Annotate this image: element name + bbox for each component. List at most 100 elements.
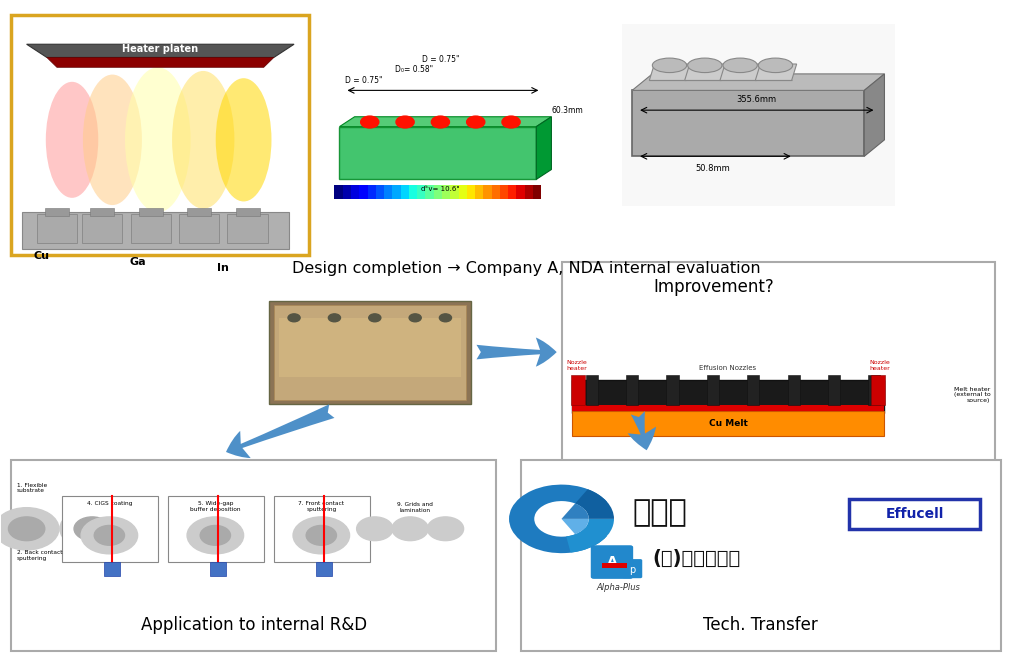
- Text: Improvement?: Improvement?: [652, 278, 773, 297]
- FancyBboxPatch shape: [11, 459, 495, 651]
- FancyBboxPatch shape: [187, 208, 211, 216]
- Text: Melt heater
(external to
source): Melt heater (external to source): [952, 387, 990, 403]
- Wedge shape: [574, 489, 614, 519]
- FancyBboxPatch shape: [269, 301, 470, 404]
- Text: p: p: [629, 565, 635, 575]
- Circle shape: [94, 526, 124, 545]
- Text: dᵏv= 10.6": dᵏv= 10.6": [421, 186, 459, 192]
- FancyBboxPatch shape: [367, 185, 375, 199]
- FancyBboxPatch shape: [571, 411, 884, 436]
- Circle shape: [288, 314, 300, 322]
- Ellipse shape: [125, 68, 190, 213]
- Circle shape: [408, 314, 421, 322]
- Text: D = 0.75": D = 0.75": [422, 55, 459, 64]
- Text: 50.8mm: 50.8mm: [695, 164, 730, 173]
- Text: Cu Melt: Cu Melt: [708, 420, 747, 428]
- FancyBboxPatch shape: [359, 185, 367, 199]
- Text: Ga: Ga: [129, 257, 146, 267]
- Polygon shape: [47, 58, 274, 68]
- Text: Application to internal R&D: Application to internal R&D: [141, 616, 366, 634]
- FancyBboxPatch shape: [632, 91, 863, 156]
- Ellipse shape: [652, 58, 686, 73]
- Ellipse shape: [215, 78, 271, 201]
- FancyBboxPatch shape: [533, 185, 541, 199]
- Circle shape: [466, 116, 484, 128]
- FancyBboxPatch shape: [210, 562, 226, 576]
- FancyBboxPatch shape: [848, 499, 980, 529]
- Text: Nozzle
heater: Nozzle heater: [868, 359, 889, 371]
- Polygon shape: [26, 44, 294, 58]
- FancyBboxPatch shape: [279, 318, 460, 377]
- Ellipse shape: [722, 58, 756, 73]
- Circle shape: [360, 116, 378, 128]
- FancyBboxPatch shape: [339, 126, 536, 179]
- Text: 2. Back contact
sputtering: 2. Back contact sputtering: [16, 550, 62, 561]
- FancyBboxPatch shape: [44, 208, 69, 216]
- FancyBboxPatch shape: [521, 459, 1000, 651]
- Text: Nozzle
heater: Nozzle heater: [566, 359, 586, 371]
- FancyBboxPatch shape: [706, 375, 718, 405]
- FancyBboxPatch shape: [274, 496, 369, 562]
- Circle shape: [293, 517, 349, 554]
- Text: 9. Grids and
lamination: 9. Grids and lamination: [397, 502, 433, 513]
- FancyBboxPatch shape: [525, 185, 533, 199]
- Ellipse shape: [687, 58, 721, 73]
- Polygon shape: [339, 117, 551, 126]
- FancyBboxPatch shape: [351, 185, 359, 199]
- FancyBboxPatch shape: [104, 562, 120, 576]
- FancyBboxPatch shape: [425, 185, 434, 199]
- Circle shape: [74, 517, 110, 541]
- Text: 355.6mm: 355.6mm: [735, 95, 775, 103]
- FancyBboxPatch shape: [130, 214, 171, 244]
- FancyBboxPatch shape: [561, 261, 995, 473]
- Text: Heater platen: Heater platen: [121, 44, 198, 54]
- FancyBboxPatch shape: [570, 375, 584, 405]
- FancyBboxPatch shape: [384, 185, 392, 199]
- Text: D₀= 0.58": D₀= 0.58": [394, 65, 433, 74]
- Polygon shape: [684, 64, 725, 81]
- Circle shape: [60, 508, 124, 550]
- FancyBboxPatch shape: [227, 214, 268, 244]
- FancyBboxPatch shape: [442, 185, 450, 199]
- Text: Effusion Nozzles: Effusion Nozzles: [699, 365, 756, 371]
- Circle shape: [431, 116, 449, 128]
- FancyBboxPatch shape: [82, 214, 122, 244]
- Circle shape: [439, 314, 451, 322]
- Ellipse shape: [757, 58, 792, 73]
- FancyBboxPatch shape: [508, 185, 516, 199]
- Polygon shape: [863, 74, 884, 156]
- FancyBboxPatch shape: [21, 213, 289, 249]
- FancyBboxPatch shape: [666, 375, 678, 405]
- FancyBboxPatch shape: [626, 375, 638, 405]
- Text: 제이몬: 제이몬: [632, 498, 686, 527]
- FancyBboxPatch shape: [36, 214, 77, 244]
- FancyBboxPatch shape: [11, 15, 309, 255]
- FancyBboxPatch shape: [491, 185, 499, 199]
- Text: Cu: Cu: [33, 252, 50, 261]
- Circle shape: [368, 314, 380, 322]
- Circle shape: [8, 517, 44, 541]
- Wedge shape: [561, 504, 588, 519]
- Text: Alpha-Plus: Alpha-Plus: [596, 583, 640, 592]
- FancyBboxPatch shape: [417, 185, 425, 199]
- Circle shape: [395, 116, 413, 128]
- Text: In: In: [217, 263, 229, 273]
- FancyBboxPatch shape: [375, 185, 384, 199]
- Circle shape: [427, 517, 463, 541]
- FancyBboxPatch shape: [870, 375, 885, 405]
- Circle shape: [200, 526, 231, 545]
- FancyBboxPatch shape: [590, 545, 633, 579]
- Circle shape: [306, 526, 336, 545]
- FancyBboxPatch shape: [392, 185, 400, 199]
- Polygon shape: [536, 117, 551, 179]
- FancyBboxPatch shape: [62, 496, 158, 562]
- Text: D = 0.75": D = 0.75": [344, 76, 381, 85]
- FancyBboxPatch shape: [571, 381, 884, 413]
- Text: Effucell: Effucell: [885, 507, 943, 521]
- FancyBboxPatch shape: [466, 185, 474, 199]
- Text: Design completion → Company A, NDA internal evaluation: Design completion → Company A, NDA inter…: [291, 261, 759, 276]
- FancyBboxPatch shape: [450, 185, 458, 199]
- FancyBboxPatch shape: [571, 405, 884, 411]
- Text: A: A: [606, 555, 617, 569]
- Polygon shape: [649, 64, 690, 81]
